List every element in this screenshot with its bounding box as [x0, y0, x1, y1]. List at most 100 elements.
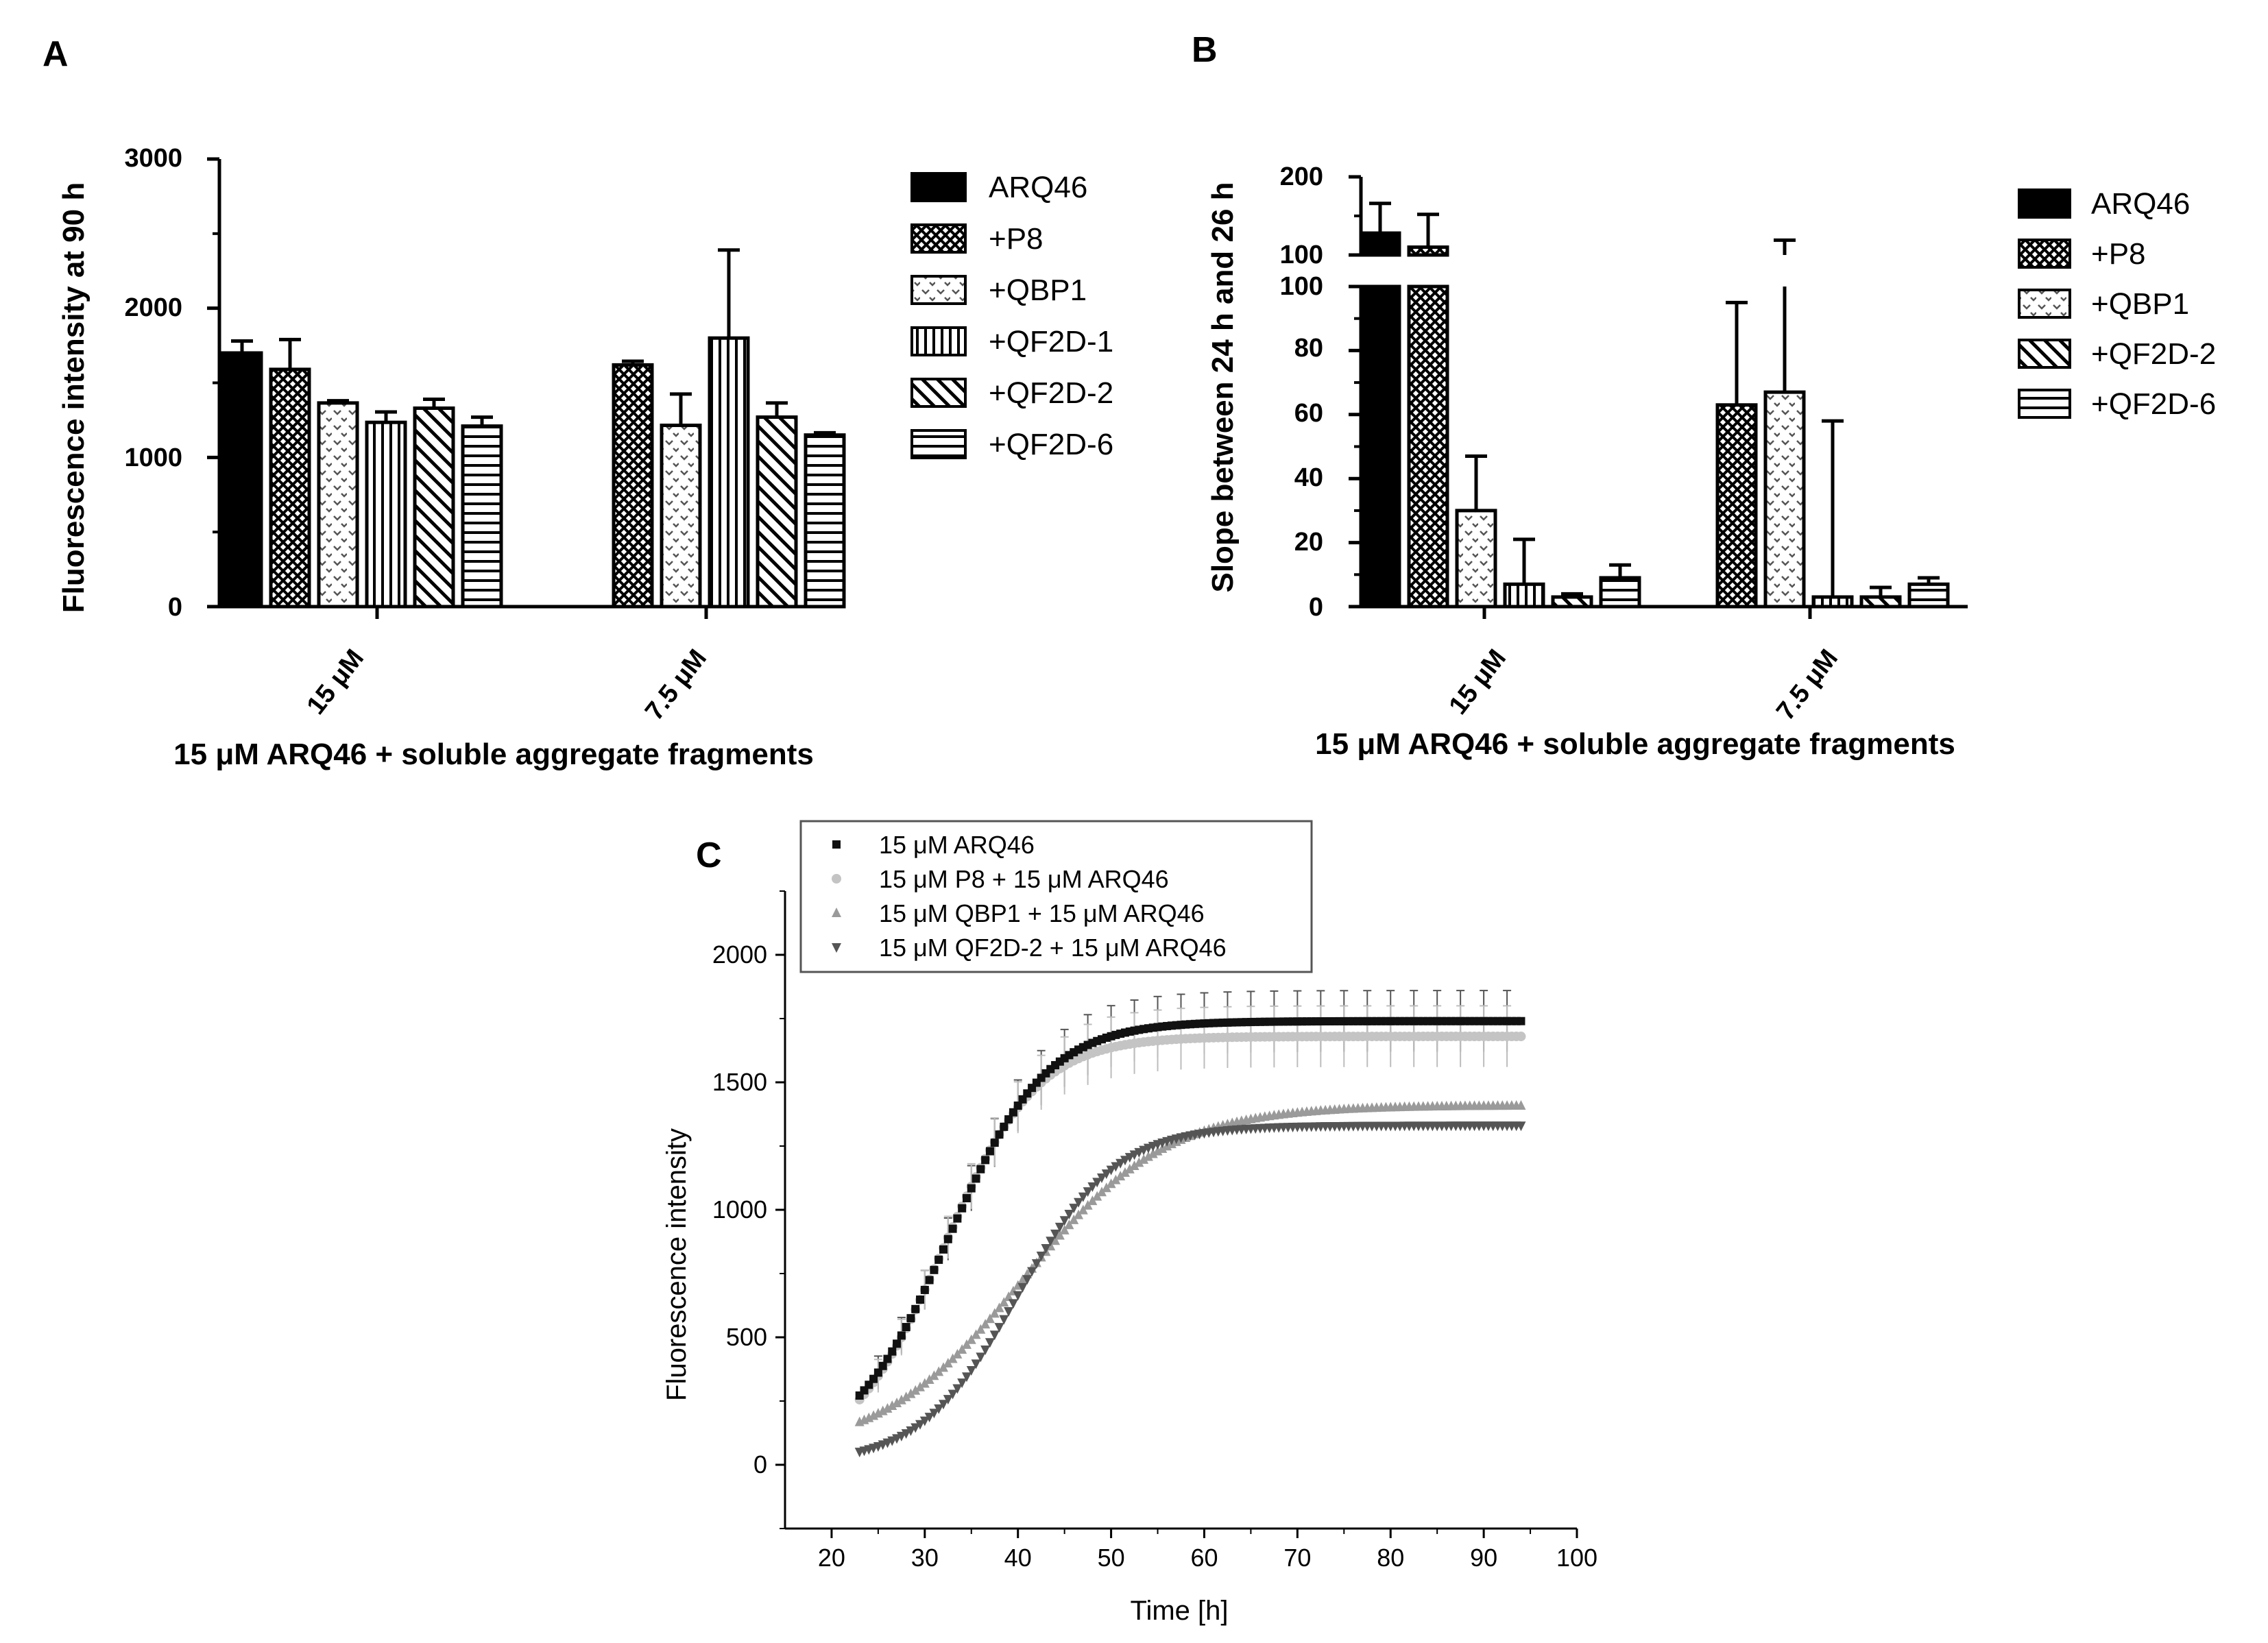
- panel-a-legend-label: +QF2D-1: [989, 325, 1113, 358]
- panel-c-data-point: [1516, 1032, 1526, 1042]
- panel-c-data-point: [953, 1214, 962, 1223]
- panel-a-ytick: 3000: [124, 144, 182, 173]
- panel-c-data-point: [1013, 1102, 1022, 1110]
- panel-c-data-point: [1041, 1243, 1051, 1254]
- panel-c-data-point: [1139, 1154, 1149, 1164]
- panel-c-data-point: [1129, 1160, 1139, 1170]
- panel-c-data-point: [1046, 1237, 1056, 1247]
- panel-c-xlabel: Time [h]: [1131, 1596, 1229, 1626]
- panel-c-data-point: [906, 1314, 915, 1323]
- panel-c-legend-box: [799, 820, 1313, 973]
- panel-c-data-point: [1064, 1219, 1074, 1230]
- panel-c-data-point: [901, 1391, 911, 1402]
- panel-c-data-point: [910, 1423, 921, 1433]
- panel-c-data-point: [1004, 1115, 1013, 1124]
- panel-c-data-point: [1101, 1182, 1111, 1193]
- panel-a-bar: [413, 406, 455, 609]
- panel-c-legend-label: 15 μM ARQ46: [879, 831, 1035, 859]
- panel-label-c: C: [696, 836, 722, 875]
- panel-b-bar: [1455, 509, 1497, 609]
- panel-c-ytick-label: 1500: [712, 1068, 767, 1096]
- panel-c-data-point: [902, 1323, 910, 1332]
- panel-b-ytick: 0: [1309, 593, 1323, 622]
- panel-b-bar: [1811, 595, 1854, 609]
- panel-c-data-point: [966, 1334, 976, 1344]
- panel-c-data-point: [930, 1265, 939, 1274]
- panel-c-data-point: [1124, 1163, 1135, 1173]
- panel-a-legend-label: +QBP1: [989, 273, 1087, 307]
- panel-c-data-point: [1111, 1162, 1121, 1172]
- panel-a-legend-swatch: [910, 326, 967, 356]
- panel-c-data-point: [1097, 1173, 1107, 1184]
- panel-c-data-point: [1064, 1209, 1074, 1219]
- panel-c-data-point: [1516, 1121, 1526, 1132]
- panel-c-data-point: [915, 1381, 926, 1391]
- panel-c-legend-label: 15 μM QBP1 + 15 μM ARQ46: [879, 899, 1205, 927]
- panel-c-data-point: [911, 1304, 920, 1313]
- panel-c-xtick-label: 70: [1283, 1544, 1311, 1572]
- panel-c-data-point: [994, 1302, 1004, 1313]
- panel-c-data-point: [1004, 1307, 1014, 1317]
- panel-c-data-point: [994, 1323, 1004, 1333]
- panel-b-legend-swatch: [2018, 289, 2071, 319]
- panel-c-data-point: [971, 1359, 981, 1370]
- panel-c-xtick-label: 40: [1004, 1544, 1032, 1572]
- panel-b-bar: [1715, 403, 1758, 609]
- panel-b-legend-label: +P8: [2091, 237, 2146, 271]
- panel-b-ytick: 200: [1280, 162, 1323, 191]
- panel-c-data-point: [934, 1255, 943, 1264]
- panel-c-data-point: [981, 1156, 990, 1165]
- panel-a-legend-label: +QF2D-2: [989, 376, 1113, 410]
- panel-c-data-point: [924, 1374, 934, 1384]
- panel-c-data-point: [888, 1347, 897, 1356]
- panel-b-bar-upper: [1407, 245, 1449, 257]
- panel-c-data-point: [910, 1385, 921, 1395]
- panel-c-data-point: [990, 1139, 999, 1147]
- panel-c-data-point: [897, 1331, 906, 1340]
- panel-c-ytick-label: 1000: [712, 1195, 767, 1224]
- panel-c-data-point: [892, 1397, 902, 1407]
- panel-c-data-point: [967, 1184, 976, 1193]
- panel-c-data-point: [901, 1429, 911, 1439]
- panel-c-data-point: [985, 1313, 995, 1324]
- panel-b-xtick: 15 μM: [1444, 644, 1512, 720]
- panel-c-chart: Time [h] Fluorescence intensity 20 30 40 50…: [662, 820, 1597, 1626]
- panel-c-data-point: [989, 1308, 1000, 1318]
- panel-c-data-point: [943, 1358, 953, 1368]
- panel-c-ytick-label: 500: [726, 1323, 767, 1351]
- panel-c-data-point: [924, 1413, 934, 1423]
- panel-b-bar: [1599, 576, 1641, 609]
- panel-c-data-point: [1036, 1251, 1046, 1261]
- panel-c-data-point: [916, 1295, 925, 1304]
- panel-c-data-point: [1027, 1267, 1037, 1277]
- panel-c-data-point: [1054, 1230, 1065, 1240]
- panel-b-bar-upper: [1359, 231, 1401, 257]
- panel-c-data-point: [943, 1395, 953, 1405]
- panel-c-data-point: [1106, 1178, 1116, 1189]
- panel-c-legend-label: 15 μM QF2D-2 + 15 μM ARQ46: [879, 934, 1227, 962]
- panel-c-legend-marker: [832, 840, 841, 849]
- panel-c-data-point: [961, 1372, 972, 1383]
- panel-a-legend-swatch: [910, 223, 967, 254]
- panel-b-bar: [1503, 582, 1545, 609]
- panel-c-legend-marker: [832, 874, 841, 884]
- panel-c-data-point: [1092, 1178, 1102, 1188]
- panel-c-data-point: [906, 1388, 916, 1398]
- panel-c-data-point: [1031, 1259, 1041, 1269]
- panel-c-data-point: [948, 1389, 958, 1400]
- panel-c-data-point: [939, 1400, 948, 1410]
- panel-b-legend-swatch: [2018, 389, 2071, 419]
- panel-c-data-point: [948, 1224, 957, 1233]
- panel-c-data-point: [971, 1329, 981, 1339]
- panel-c-data-point: [1115, 1158, 1126, 1169]
- panel-b-bar: [1763, 390, 1806, 609]
- panel-c-xtick-label: 100: [1556, 1544, 1597, 1572]
- panel-b-ytick: 80: [1294, 334, 1323, 363]
- panel-c-data-point: [1074, 1209, 1084, 1219]
- panel-a-legend-label: +P8: [989, 222, 1043, 256]
- panel-c-data-point: [976, 1165, 985, 1173]
- panel-c-data-point: [1143, 1151, 1153, 1161]
- panel-c-data-point: [1004, 1291, 1014, 1302]
- panel-a-legend-label: +QF2D-6: [989, 428, 1113, 461]
- panel-c-data-point: [893, 1339, 902, 1348]
